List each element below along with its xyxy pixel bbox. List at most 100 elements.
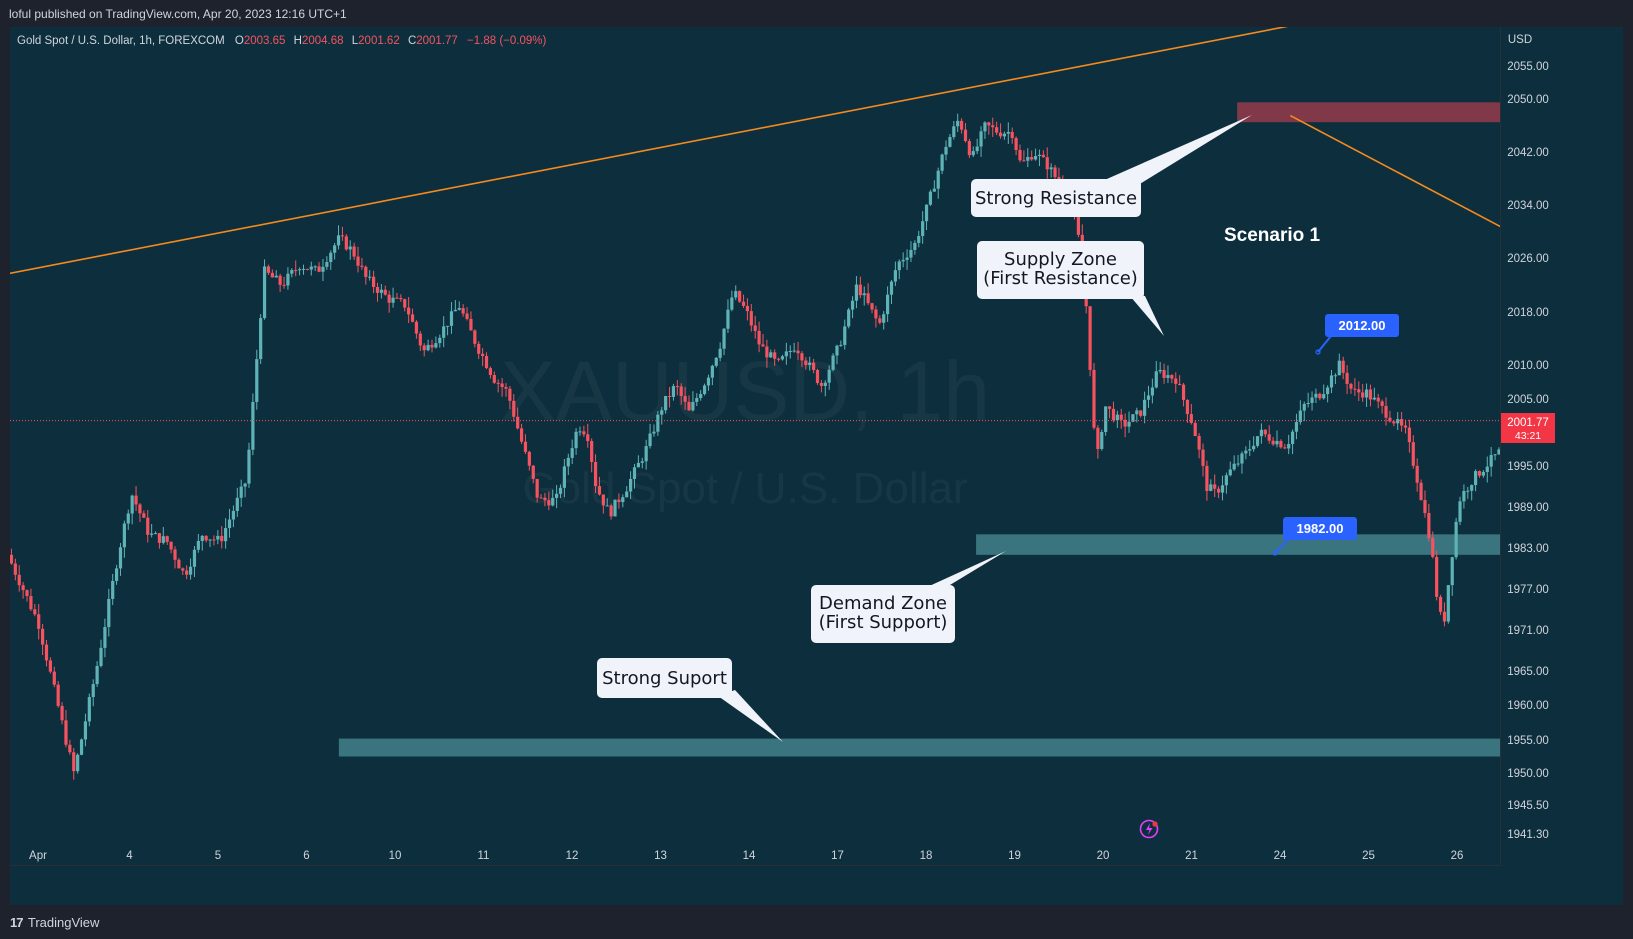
demand-zone-callout-box <box>811 585 955 643</box>
candle-body <box>1014 138 1018 151</box>
candle-body <box>1388 417 1392 422</box>
candle-body <box>909 249 913 258</box>
candle-body <box>640 461 644 463</box>
candle-body <box>231 510 236 520</box>
candle-body <box>831 355 835 370</box>
candle-body <box>426 344 430 351</box>
strong-support-callout[interactable]: Strong Suport <box>597 658 783 742</box>
candle-body <box>91 684 95 698</box>
candle-body <box>1442 611 1447 622</box>
candle-body <box>1602 439 1605 442</box>
trendline-rising[interactable] <box>10 27 1321 285</box>
price-tick-label: 2050.00 <box>1507 94 1549 106</box>
candle-body <box>1423 500 1427 514</box>
candle-body <box>1107 406 1112 409</box>
candle-body <box>492 374 496 383</box>
candle-body <box>1088 306 1092 370</box>
candle-body <box>998 132 1003 137</box>
candle-body <box>500 383 504 388</box>
legend-h-value: 2004.68 <box>302 35 344 47</box>
zone-rect[interactable] <box>338 738 1500 757</box>
time-axis[interactable]: Apr 4 5 6 10 11 12 13 14 17 18 19 20 21 24 25 26 <box>29 850 1463 862</box>
price-chart[interactable]: XAUUSD, 1h Gold Spot / U.S. Dollar Stron… <box>10 27 1623 905</box>
candle-body <box>1006 131 1010 134</box>
candle-body <box>854 284 859 301</box>
price-tag-2012-box <box>1325 314 1399 337</box>
candle-body <box>488 368 493 375</box>
candle-body <box>967 141 971 156</box>
candle-body <box>1505 454 1508 456</box>
candle-body <box>442 326 446 338</box>
candle-body <box>1244 450 1248 454</box>
candle-body <box>181 568 185 571</box>
candle-body <box>792 350 796 352</box>
candle-body <box>983 122 987 132</box>
candle-body <box>103 627 107 648</box>
candle-body <box>667 396 672 398</box>
candle-body <box>356 256 360 266</box>
candle-body <box>1259 429 1264 437</box>
candle-body <box>1618 418 1621 420</box>
candle-body <box>527 451 531 466</box>
candle-body <box>484 356 489 369</box>
candle-body <box>395 297 399 299</box>
candle-body <box>1279 440 1283 448</box>
legend-change: −1.88 (−0.09%) <box>467 35 546 47</box>
zone-rect[interactable] <box>976 534 1500 555</box>
price-tag-1982[interactable]: 1982.00 <box>1272 517 1357 556</box>
candle-body <box>1143 399 1147 416</box>
price-axis[interactable]: 2055.00 2050.00 2042.00 2034.00 2026.00 2018.… <box>1507 61 1549 841</box>
time-tick-label: 25 <box>1362 850 1375 862</box>
demand-zone-callout-text: (First Support) <box>819 612 948 633</box>
candle-body <box>1396 419 1400 424</box>
demand-zone-callout[interactable]: Demand Zone(First Support) <box>811 551 1006 643</box>
candle-body <box>815 370 820 383</box>
candle-body <box>979 131 983 147</box>
candle-body <box>10 554 14 564</box>
candle-body <box>204 535 208 541</box>
chart-frame[interactable]: XAUUSD, 1h Gold Spot / U.S. Dollar Stron… <box>10 27 1623 905</box>
candle-body <box>1041 154 1045 158</box>
candle-body <box>64 720 68 745</box>
candle-body <box>294 270 298 272</box>
candle-body <box>1556 454 1559 460</box>
candle-body <box>216 535 220 540</box>
candle-body <box>371 276 376 287</box>
candle-body <box>601 494 605 506</box>
lightning-icon[interactable] <box>1139 819 1159 839</box>
candle-body <box>99 647 103 666</box>
candle-body <box>1139 410 1143 416</box>
supply-zone-callout[interactable]: Supply Zone(First Resistance) <box>977 241 1164 336</box>
candle-body <box>200 535 204 541</box>
candle-body <box>991 125 995 128</box>
candle-body <box>1123 419 1127 427</box>
candle-body <box>1193 422 1197 437</box>
candle-body <box>1470 485 1474 491</box>
candle-body <box>940 154 944 171</box>
candle-body <box>558 487 563 494</box>
candle-body <box>333 245 337 253</box>
trendline-falling[interactable] <box>1289 114 1623 630</box>
candle-body <box>519 428 524 442</box>
candle-body <box>1216 488 1221 493</box>
candle-body <box>769 352 773 358</box>
candle-body <box>1158 369 1162 372</box>
price-tag-2012[interactable]: 2012.00 <box>1315 314 1399 355</box>
zone-rect[interactable] <box>1237 102 1500 123</box>
price-tag-1982-text: 1982.00 <box>1297 521 1344 536</box>
candle-body <box>1337 360 1341 376</box>
candle-body <box>893 270 897 282</box>
candle-body <box>1197 436 1201 450</box>
candle-body <box>1411 442 1415 466</box>
strong-resistance-callout[interactable]: Strong Resistance <box>971 115 1252 217</box>
candle-body <box>995 127 999 133</box>
price-tick-label: 1955.00 <box>1507 735 1549 747</box>
price-tick-label: 1983.00 <box>1507 543 1549 555</box>
candle-body <box>593 462 598 487</box>
candle-body <box>800 353 804 361</box>
candle-body <box>48 660 52 672</box>
tradingview-logo[interactable]: 17 TradingView <box>10 915 99 930</box>
candle-body <box>79 739 84 755</box>
candle-body <box>1372 397 1376 400</box>
footer: 17 TradingView <box>0 905 1633 939</box>
